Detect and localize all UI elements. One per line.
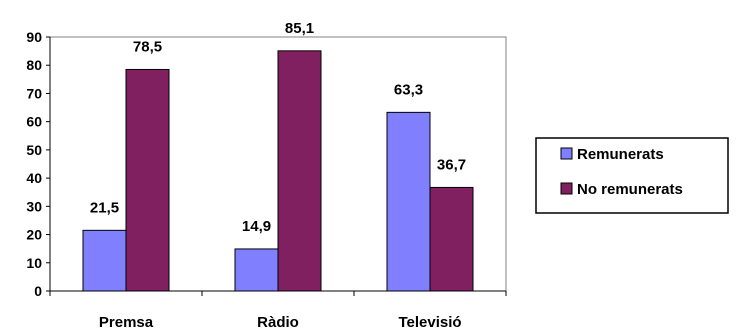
y-tick-label: 50 — [26, 142, 42, 158]
y-tick-label: 70 — [26, 85, 42, 101]
bar-remunerats-ràdio — [234, 248, 279, 292]
y-axis: 0 10 20 30 40 50 60 70 80 90 — [26, 29, 51, 299]
plot-area: 0 10 20 30 40 50 60 70 80 90 Premsa Ràdio Televisió… — [26, 20, 507, 331]
y-tick-label: 30 — [26, 198, 42, 214]
bar-remunerats-premsa — [82, 229, 127, 292]
data-label: 36,7 — [437, 156, 466, 173]
y-tick-label: 80 — [26, 57, 42, 73]
bar-no-remunerats-televisió — [429, 186, 474, 292]
legend: Remunerats No remunerats — [535, 137, 729, 214]
data-labels: 21,5 78,5 14,9 85,1 63,3 36,7 — [90, 20, 466, 235]
x-tick-label: Premsa — [99, 314, 154, 331]
data-label: 78,5 — [133, 38, 162, 55]
legend-swatch-remunerats — [560, 147, 573, 160]
data-label: 14,9 — [242, 218, 271, 235]
x-tick-label: Televisió — [398, 314, 461, 331]
legend-label-remunerats: Remunerats — [577, 146, 664, 163]
bar-no-remunerats-premsa — [125, 68, 170, 292]
bar-no-remunerats-ràdio — [277, 50, 322, 292]
data-label: 21,5 — [90, 199, 119, 216]
y-tick-label: 10 — [26, 255, 42, 271]
bar-remunerats-televisió — [386, 111, 431, 292]
legend-swatch-no-remunerats — [560, 182, 573, 195]
y-tick-label: 40 — [26, 170, 42, 186]
legend-label-no-remunerats: No remunerats — [577, 181, 683, 198]
x-tick-label: Ràdio — [257, 314, 299, 331]
y-tick-label: 0 — [34, 283, 42, 299]
y-tick-label: 60 — [26, 114, 42, 130]
data-label: 85,1 — [285, 20, 314, 37]
x-axis: Premsa Ràdio Televisió — [49, 290, 507, 331]
data-label: 63,3 — [394, 81, 423, 98]
y-tick-label: 90 — [26, 29, 42, 45]
bars — [82, 50, 474, 292]
y-tick-label: 20 — [26, 227, 42, 243]
